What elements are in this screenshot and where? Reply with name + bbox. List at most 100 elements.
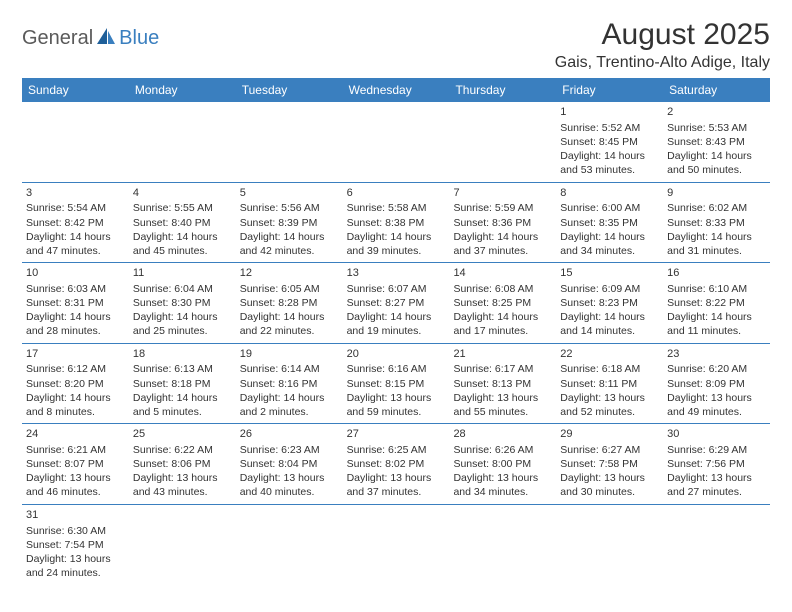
cell-sunrise: Sunrise: 6:08 AM [453, 282, 552, 296]
calendar-cell: 3Sunrise: 5:54 AMSunset: 8:42 PMDaylight… [22, 183, 129, 263]
calendar-cell: 8Sunrise: 6:00 AMSunset: 8:35 PMDaylight… [556, 183, 663, 263]
cell-dl2: and 24 minutes. [26, 566, 125, 580]
cell-sunrise: Sunrise: 6:10 AM [667, 282, 766, 296]
cell-sunset: Sunset: 8:20 PM [26, 377, 125, 391]
cell-dl1: Daylight: 14 hours [560, 149, 659, 163]
cell-sunset: Sunset: 8:11 PM [560, 377, 659, 391]
cell-sunrise: Sunrise: 6:29 AM [667, 443, 766, 457]
cell-sunset: Sunset: 8:28 PM [240, 296, 339, 310]
cell-sunrise: Sunrise: 6:20 AM [667, 362, 766, 376]
day-number: 24 [26, 427, 125, 442]
calendar-week: 24Sunrise: 6:21 AMSunset: 8:07 PMDayligh… [22, 424, 770, 505]
cell-dl1: Daylight: 14 hours [667, 310, 766, 324]
day-header-sunday: Sunday [22, 78, 129, 102]
calendar-cell: 31Sunrise: 6:30 AMSunset: 7:54 PMDayligh… [22, 505, 129, 585]
cell-sunrise: Sunrise: 5:58 AM [347, 201, 446, 215]
cell-dl1: Daylight: 13 hours [347, 391, 446, 405]
calendar-cell: 17Sunrise: 6:12 AMSunset: 8:20 PMDayligh… [22, 344, 129, 424]
cell-sunset: Sunset: 8:09 PM [667, 377, 766, 391]
day-number: 28 [453, 427, 552, 442]
calendar-cell [663, 505, 770, 585]
calendar-cell: 11Sunrise: 6:04 AMSunset: 8:30 PMDayligh… [129, 263, 236, 343]
calendar-cell: 30Sunrise: 6:29 AMSunset: 7:56 PMDayligh… [663, 424, 770, 504]
cell-dl2: and 39 minutes. [347, 244, 446, 258]
cell-sunset: Sunset: 8:27 PM [347, 296, 446, 310]
cell-sunrise: Sunrise: 6:04 AM [133, 282, 232, 296]
calendar-cell [129, 102, 236, 182]
calendar-cell [556, 505, 663, 585]
cell-sunrise: Sunrise: 6:17 AM [453, 362, 552, 376]
calendar-cell: 21Sunrise: 6:17 AMSunset: 8:13 PMDayligh… [449, 344, 556, 424]
calendar-week: 10Sunrise: 6:03 AMSunset: 8:31 PMDayligh… [22, 263, 770, 344]
cell-sunrise: Sunrise: 6:09 AM [560, 282, 659, 296]
cell-dl2: and 40 minutes. [240, 485, 339, 499]
cell-sunset: Sunset: 8:39 PM [240, 216, 339, 230]
cell-sunset: Sunset: 8:00 PM [453, 457, 552, 471]
calendar-cell: 9Sunrise: 6:02 AMSunset: 8:33 PMDaylight… [663, 183, 770, 263]
cell-sunrise: Sunrise: 5:54 AM [26, 201, 125, 215]
cell-dl2: and 53 minutes. [560, 163, 659, 177]
cell-dl1: Daylight: 14 hours [133, 230, 232, 244]
day-header-tuesday: Tuesday [236, 78, 343, 102]
cell-dl1: Daylight: 13 hours [560, 471, 659, 485]
cell-sunrise: Sunrise: 6:25 AM [347, 443, 446, 457]
cell-sunset: Sunset: 7:56 PM [667, 457, 766, 471]
cell-dl2: and 45 minutes. [133, 244, 232, 258]
cell-dl1: Daylight: 14 hours [240, 391, 339, 405]
calendar-cell: 15Sunrise: 6:09 AMSunset: 8:23 PMDayligh… [556, 263, 663, 343]
calendar-cell: 28Sunrise: 6:26 AMSunset: 8:00 PMDayligh… [449, 424, 556, 504]
cell-dl1: Daylight: 13 hours [453, 391, 552, 405]
cell-sunset: Sunset: 8:45 PM [560, 135, 659, 149]
day-header-monday: Monday [129, 78, 236, 102]
calendar-cell: 20Sunrise: 6:16 AMSunset: 8:15 PMDayligh… [343, 344, 450, 424]
day-number: 10 [26, 266, 125, 281]
calendar-week: 1Sunrise: 5:52 AMSunset: 8:45 PMDaylight… [22, 102, 770, 183]
cell-dl2: and 59 minutes. [347, 405, 446, 419]
calendar-cell [22, 102, 129, 182]
day-number: 16 [667, 266, 766, 281]
calendar: Sunday Monday Tuesday Wednesday Thursday… [22, 78, 770, 584]
cell-dl2: and 43 minutes. [133, 485, 232, 499]
calendar-cell [449, 102, 556, 182]
cell-sunrise: Sunrise: 6:05 AM [240, 282, 339, 296]
cell-dl2: and 50 minutes. [667, 163, 766, 177]
cell-sunset: Sunset: 8:23 PM [560, 296, 659, 310]
cell-dl2: and 49 minutes. [667, 405, 766, 419]
calendar-cell [236, 102, 343, 182]
cell-dl2: and 17 minutes. [453, 324, 552, 338]
cell-dl2: and 52 minutes. [560, 405, 659, 419]
cell-sunset: Sunset: 8:18 PM [133, 377, 232, 391]
cell-sunrise: Sunrise: 6:22 AM [133, 443, 232, 457]
cell-sunrise: Sunrise: 6:02 AM [667, 201, 766, 215]
cell-sunset: Sunset: 8:07 PM [26, 457, 125, 471]
cell-dl1: Daylight: 14 hours [26, 230, 125, 244]
day-number: 11 [133, 266, 232, 281]
cell-dl1: Daylight: 14 hours [347, 310, 446, 324]
cell-sunrise: Sunrise: 6:18 AM [560, 362, 659, 376]
cell-sunrise: Sunrise: 6:12 AM [26, 362, 125, 376]
cell-dl1: Daylight: 14 hours [26, 310, 125, 324]
cell-dl1: Daylight: 13 hours [26, 471, 125, 485]
cell-dl1: Daylight: 13 hours [240, 471, 339, 485]
logo-text-left: General [22, 27, 93, 50]
day-number: 1 [560, 105, 659, 120]
header: General Blue August 2025 Gais, Trentino-… [22, 18, 770, 72]
calendar-cell: 5Sunrise: 5:56 AMSunset: 8:39 PMDaylight… [236, 183, 343, 263]
cell-sunset: Sunset: 8:36 PM [453, 216, 552, 230]
cell-dl2: and 25 minutes. [133, 324, 232, 338]
cell-sunset: Sunset: 8:42 PM [26, 216, 125, 230]
cell-dl1: Daylight: 14 hours [240, 310, 339, 324]
cell-sunrise: Sunrise: 5:55 AM [133, 201, 232, 215]
calendar-cell: 26Sunrise: 6:23 AMSunset: 8:04 PMDayligh… [236, 424, 343, 504]
day-number: 31 [26, 508, 125, 523]
cell-dl1: Daylight: 14 hours [667, 149, 766, 163]
cell-dl1: Daylight: 14 hours [560, 310, 659, 324]
sail-icon [95, 26, 117, 51]
cell-sunrise: Sunrise: 6:26 AM [453, 443, 552, 457]
cell-sunset: Sunset: 8:33 PM [667, 216, 766, 230]
cell-sunrise: Sunrise: 5:53 AM [667, 121, 766, 135]
cell-dl2: and 31 minutes. [667, 244, 766, 258]
cell-sunset: Sunset: 8:16 PM [240, 377, 339, 391]
cell-dl2: and 37 minutes. [347, 485, 446, 499]
cell-sunrise: Sunrise: 6:27 AM [560, 443, 659, 457]
